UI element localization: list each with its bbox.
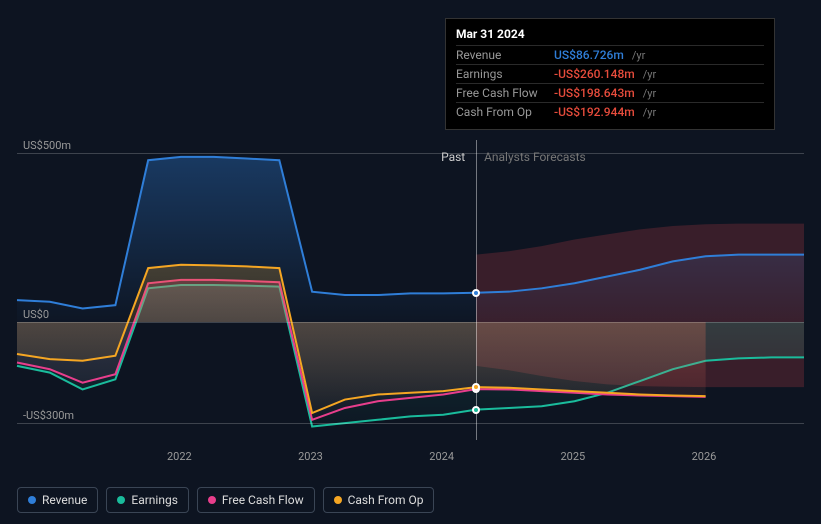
tooltip-row: Cash From Op -US$192.944m /yr — [456, 102, 764, 121]
tooltip-row-value: US$86.726m — [554, 48, 624, 62]
revenue-marker — [472, 289, 480, 297]
y-axis-label: -US$300m — [23, 409, 74, 422]
earnings-marker — [472, 406, 480, 414]
tooltip-row-unit: /yr — [632, 49, 645, 62]
tooltip-row-label: Cash From Op — [456, 105, 548, 119]
data-tooltip: Mar 31 2024 Revenue US$86.726m /yrEarnin… — [445, 18, 775, 130]
x-axis-label: 2025 — [560, 450, 585, 463]
legend-dot — [117, 496, 125, 504]
legend: Revenue Earnings Free Cash Flow Cash Fro… — [17, 487, 434, 513]
legend-item-fcf[interactable]: Free Cash Flow — [197, 487, 315, 513]
legend-item-revenue[interactable]: Revenue — [17, 487, 98, 513]
x-axis-label: 2023 — [298, 450, 323, 463]
gridline — [17, 153, 804, 154]
legend-label: Cash From Op — [348, 493, 424, 507]
tooltip-row-unit: /yr — [643, 106, 656, 119]
tooltip-row-value: -US$198.643m — [554, 86, 635, 100]
x-axis-label: 2024 — [429, 450, 454, 463]
y-axis-label: US$0 — [23, 308, 49, 321]
legend-label: Revenue — [42, 493, 87, 507]
forecast-section-label: Analysts Forecasts — [484, 150, 586, 164]
legend-dot — [208, 496, 216, 504]
legend-item-cfo[interactable]: Cash From Op — [323, 487, 435, 513]
tooltip-row-unit: /yr — [643, 87, 656, 100]
tooltip-row: Free Cash Flow -US$198.643m /yr — [456, 83, 764, 102]
legend-dot — [28, 496, 36, 504]
tooltip-row-value: -US$192.944m — [554, 105, 635, 119]
tooltip-row-label: Free Cash Flow — [456, 86, 548, 100]
y-axis-label: US$500m — [23, 139, 71, 152]
gridline — [17, 423, 804, 424]
tooltip-row: Earnings -US$260.148m /yr — [456, 64, 764, 83]
x-axis-label: 2022 — [167, 450, 192, 463]
legend-item-earnings[interactable]: Earnings — [106, 487, 189, 513]
tooltip-row: Revenue US$86.726m /yr — [456, 45, 764, 64]
tooltip-row-value: -US$260.148m — [554, 67, 635, 81]
legend-label: Earnings — [131, 493, 178, 507]
gridline — [17, 322, 804, 323]
tooltip-row-unit: /yr — [643, 68, 656, 81]
tooltip-row-label: Earnings — [456, 67, 548, 81]
tooltip-row-label: Revenue — [456, 48, 548, 62]
cfo-marker — [472, 383, 480, 391]
past-section-label: Past — [441, 150, 465, 164]
legend-dot — [334, 496, 342, 504]
tooltip-date: Mar 31 2024 — [456, 27, 764, 41]
x-axis-label: 2026 — [692, 450, 717, 463]
legend-label: Free Cash Flow — [222, 493, 304, 507]
